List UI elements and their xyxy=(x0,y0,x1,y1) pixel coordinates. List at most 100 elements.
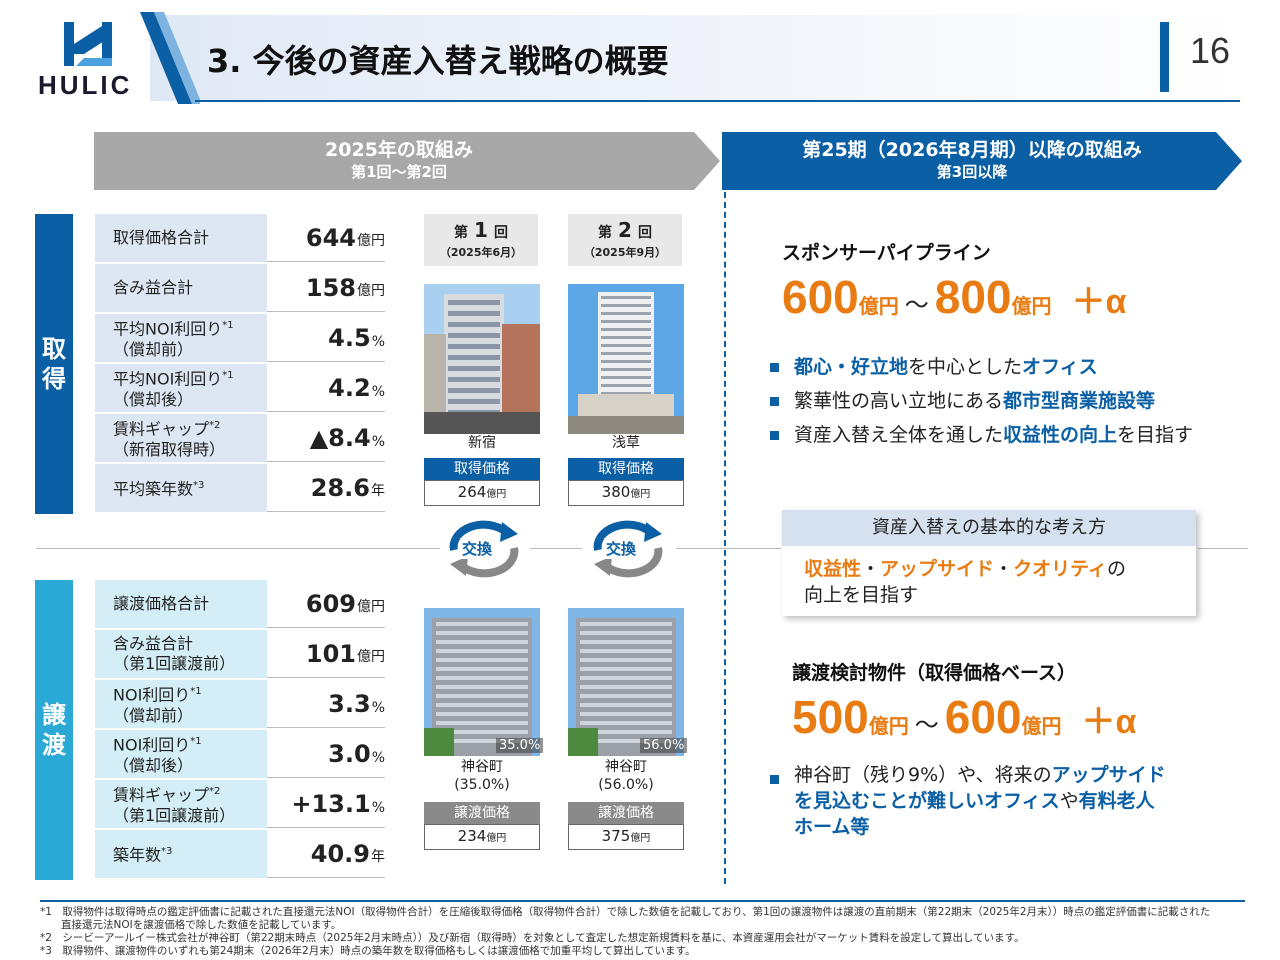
exchange-icon xyxy=(584,520,672,578)
footnote: *1 取得物件は取得時点の鑑定評価書に記載された直接還元法NOI（取得物件合計）… xyxy=(40,906,1211,918)
transfer-row-label: 譲渡価格合計 xyxy=(95,580,267,628)
disposed-share: (56.0%) xyxy=(598,777,654,793)
transfer-row: NOI利回り*1 （償却後） 3.0% xyxy=(95,730,385,779)
pipeline-bullet-segment: 資産入替え全体を通した xyxy=(794,424,1004,446)
transfer-row-label: NOI利回り*1 （償却前） xyxy=(95,680,267,728)
acquire-value-unit: 億円 xyxy=(357,283,385,299)
transfer-alpha: ＋α xyxy=(1081,703,1137,741)
pipeline-to: 800 xyxy=(934,271,1012,323)
acquire-row-label: 取得価格合計 xyxy=(95,214,267,262)
pipeline-to-unit: 億円 xyxy=(1011,296,1052,318)
acquire-row: 賃料ギャップ*2 （新宿取得時） ▲8.4% xyxy=(95,414,385,463)
arrow-2025: 2025年の取組み 第3回以降 第1回～第2回 xyxy=(94,138,704,182)
acquisition-price-value: 264 xyxy=(457,483,487,501)
transfer-row-value: 40.9 年 xyxy=(267,830,385,878)
pipeline-from: 600 xyxy=(782,271,859,323)
footer-line xyxy=(40,900,1245,902)
acquire-value-unit: % xyxy=(371,434,385,450)
transfer-label-main: 賃料ギャップ xyxy=(113,785,210,805)
transfer-label-main: 築年数 xyxy=(113,845,162,865)
disposed-building-photo xyxy=(424,608,540,756)
exchange-label: 交換 xyxy=(460,538,495,559)
acquisition-price-label: 取得価格 xyxy=(568,458,684,480)
acquire-label-note: *1 xyxy=(222,320,234,332)
pipeline-bullet-segment: 都心・好立地 xyxy=(794,356,909,378)
transfer-row-value: +13.1% xyxy=(267,780,385,828)
acquire-row-value: 644 億円 xyxy=(267,214,385,262)
transfer-row-label: NOI利回り*1 （償却後） xyxy=(95,730,267,778)
acquire-value-number: ▲8.4 xyxy=(309,423,371,452)
disposal-price-value: 375 xyxy=(601,827,631,845)
acquire-side-label: 取 得 xyxy=(35,214,73,514)
arrow-2025-shape xyxy=(94,132,720,190)
transfer-to: 600 xyxy=(944,691,1022,743)
footnote: 直接還元法NOIを譲渡価格で除した数値を記載しています。 xyxy=(40,919,342,931)
transfer-bullet-part-1: 神谷町（残り9%）や、将来の xyxy=(794,764,1052,786)
transfer-side-char-2: 渡 xyxy=(42,731,66,759)
acquire-row-value: 28.6 年 xyxy=(267,464,385,512)
transfer-bullet-ya: や xyxy=(1059,790,1079,812)
acquire-value-unit: 年 xyxy=(371,483,385,499)
transfer-value-number: 609 xyxy=(305,589,356,618)
pipeline-bullet-segment: を目指す xyxy=(1117,424,1194,446)
disposed-share-tag: 56.0% xyxy=(640,738,688,753)
concept-box: 資産入替えの基本的な考え方 収益性・アップサイド・クオリティの 向上を目指す xyxy=(782,510,1196,616)
concept-no: の xyxy=(1106,558,1126,580)
transfer-row: NOI利回り*1 （償却前） 3.3% xyxy=(95,680,385,729)
disposed-share-tag: 35.0% xyxy=(496,738,544,753)
round-header: 第 2 回（2025年9月） xyxy=(568,214,682,266)
concept-word-upside: アップサイド xyxy=(880,558,995,580)
round-title-b: 回 xyxy=(637,225,652,241)
transfer-row-label: 賃料ギャップ*2 （第1回譲渡前） xyxy=(95,780,267,828)
arrow-future-title: 第25期（2026年8月期）以降の取組み xyxy=(802,139,1142,161)
pipeline-bullet-segment: オフィス xyxy=(1022,356,1098,378)
acquired-building-photo xyxy=(424,284,540,434)
transfer-value-number: 40.9 xyxy=(310,839,370,868)
acquire-row-value: ▲8.4% xyxy=(267,414,385,462)
acquire-row-value: 158 億円 xyxy=(267,264,385,312)
acquire-row-value: 4.2% xyxy=(267,364,385,412)
transfer-value-number: 3.0 xyxy=(328,739,371,768)
disposal-price-unit: 億円 xyxy=(630,833,651,844)
transfer-row-label-text: NOI利回り*1 （償却前） xyxy=(113,682,202,725)
round-date: （2025年9月） xyxy=(583,246,667,259)
acquire-row-label: 含み益合計 xyxy=(95,264,267,312)
transfer-value-number: +13.1 xyxy=(291,789,371,818)
transfer-value-unit: % xyxy=(371,800,385,816)
acquire-value-number: 4.5 xyxy=(328,323,371,352)
disposed-building-photo xyxy=(568,608,684,756)
round-title-num: 2 xyxy=(618,218,632,242)
disposal-price-label: 譲渡価格 xyxy=(568,802,684,824)
footnote: *2 シービーアールイー株式会社が神谷町（第22期末時点（2025年2月末時点）… xyxy=(40,932,1025,944)
transfer-label-main: 譲渡価格合計 xyxy=(113,594,210,613)
arrow-2025-title: 2025年の取組み xyxy=(325,139,473,161)
transfer-value-unit: % xyxy=(371,750,385,766)
acquisition-price: 264億円 xyxy=(424,480,540,506)
disposed-share: (35.0%) xyxy=(454,777,510,793)
acquire-row: 平均NOI利回り*1 （償却前） 4.5% xyxy=(95,314,385,363)
acquire-value-unit: % xyxy=(371,334,385,350)
pipeline-heading: スポンサーパイプライン xyxy=(782,242,991,264)
horizontal-divider-far xyxy=(1198,548,1248,549)
pipeline-from-unit: 億円 xyxy=(858,296,899,318)
transfer-row-value: 609 億円 xyxy=(267,580,385,628)
acquire-row-label-text: 平均NOI利回り*1 （償却前） xyxy=(113,316,234,359)
acquired-property-name: 新宿 xyxy=(468,435,496,451)
transfer-row-label: 含み益合計 （第1回譲渡前） xyxy=(95,630,267,678)
transfer-row-label-text: 含み益合計 （第1回譲渡前） xyxy=(113,634,235,674)
acquire-value-number: 644 xyxy=(305,223,356,252)
pipeline-bullet-segment: を中心とした xyxy=(908,356,1023,378)
acquire-label-main: 取得価格合計 xyxy=(113,228,210,247)
acquire-row-label: 平均NOI利回り*1 （償却前） xyxy=(95,314,267,362)
concept-dot-2: ・ xyxy=(994,558,1014,580)
transfer-row-label-text: 築年数*3 xyxy=(113,842,172,865)
round-title-num: 1 xyxy=(474,218,488,242)
disposed-property-name: 神谷町 xyxy=(605,759,647,775)
disposal-price-label: 譲渡価格 xyxy=(424,802,540,824)
round-title-b: 回 xyxy=(493,225,508,241)
transfer-value-number: 3.3 xyxy=(328,689,371,718)
acquire-label-sub: （償却前） xyxy=(113,339,194,359)
transfer-row: 賃料ギャップ*2 （第1回譲渡前） +13.1% xyxy=(95,780,385,829)
acquire-value-unit: % xyxy=(371,384,385,400)
transfer-row: 譲渡価格合計 609 億円 xyxy=(95,580,385,629)
